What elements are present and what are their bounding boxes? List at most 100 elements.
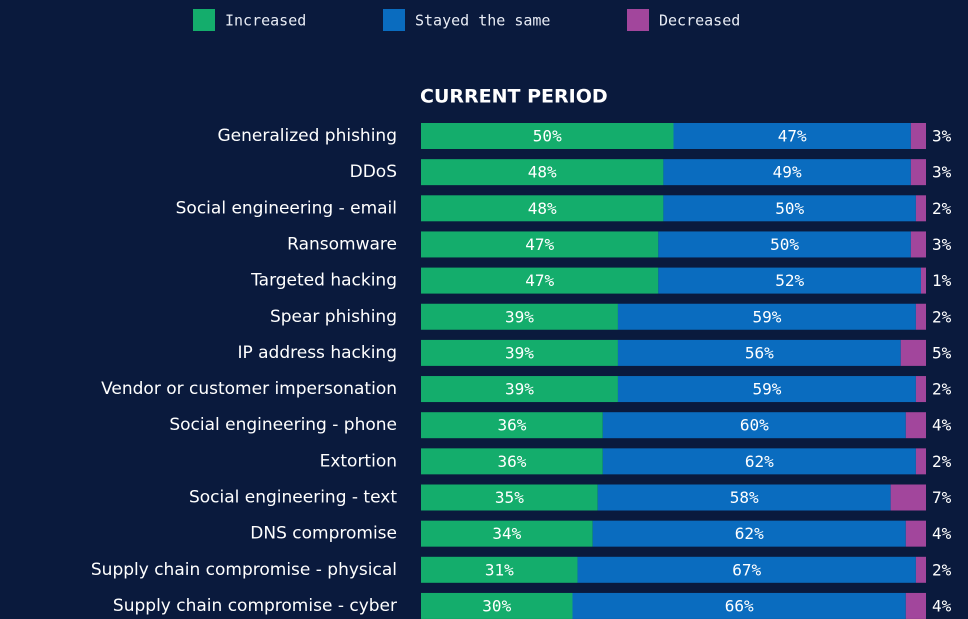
bar-segment: [421, 592, 573, 619]
value-label: 39%: [505, 343, 534, 362]
value-label: 5%: [932, 343, 952, 362]
category-label: DDoS: [350, 162, 397, 182]
bar-segment: [421, 484, 598, 511]
bar-segment: [421, 556, 578, 583]
value-label: 2%: [932, 380, 952, 399]
category-label: Supply chain compromise - cyber: [113, 596, 397, 616]
bar-segment: [663, 159, 911, 186]
value-label: 49%: [773, 163, 802, 182]
bar-segment: [421, 412, 603, 439]
bar-segment: [905, 520, 926, 547]
bar-segment: [910, 123, 926, 149]
value-label: 39%: [505, 380, 534, 399]
category-label: Extortion: [320, 451, 397, 471]
value-label: 62%: [745, 452, 774, 471]
value-label: 52%: [775, 271, 804, 290]
bar-segment: [900, 339, 926, 366]
value-label: 36%: [497, 416, 526, 435]
category-label: Supply chain compromise - physical: [91, 560, 397, 580]
value-label: 3%: [932, 163, 952, 182]
value-label: 3%: [932, 127, 952, 146]
value-label: 66%: [725, 596, 754, 615]
legend-label: Decreased: [659, 12, 740, 30]
value-label: 2%: [932, 199, 952, 218]
value-label: 35%: [495, 488, 524, 507]
category-label: Spear phishing: [270, 307, 397, 327]
bar-segment: [421, 159, 664, 186]
bar-segment: [421, 520, 593, 547]
value-label: 47%: [525, 235, 554, 254]
value-label: 34%: [492, 524, 521, 543]
bar-segment: [910, 231, 926, 258]
legend-swatch: [627, 9, 649, 31]
value-label: 48%: [528, 199, 557, 218]
bar-segment: [592, 520, 906, 547]
value-label: 67%: [732, 560, 761, 579]
legend-label: Stayed the same: [415, 12, 550, 30]
category-label: Social engineering - text: [189, 488, 397, 508]
value-label: 59%: [752, 307, 781, 326]
bar-segment: [915, 303, 926, 330]
value-label: 1%: [932, 271, 952, 290]
value-label: 3%: [932, 235, 952, 254]
legend-label: Increased: [225, 12, 306, 30]
category-label: Social engineering - phone: [169, 415, 397, 435]
value-label: 60%: [740, 416, 769, 435]
bar-segment: [905, 412, 926, 439]
bar-segment: [577, 556, 916, 583]
value-label: 47%: [525, 271, 554, 290]
value-label: 50%: [775, 199, 804, 218]
legend-swatch: [383, 9, 405, 31]
bar-segment: [421, 267, 659, 294]
bar-segment: [915, 556, 926, 583]
category-label: IP address hacking: [237, 343, 397, 363]
value-label: 30%: [482, 596, 511, 615]
value-label: 47%: [778, 127, 807, 146]
value-label: 39%: [505, 307, 534, 326]
value-label: 4%: [932, 416, 952, 435]
bar-segment: [920, 267, 926, 294]
bar-segment: [890, 484, 926, 511]
bar-segment: [421, 195, 664, 222]
value-label: 48%: [528, 163, 557, 182]
category-label: Social engineering - email: [176, 198, 397, 218]
bar-segment: [421, 231, 659, 258]
value-label: 50%: [770, 235, 799, 254]
legend-swatch: [193, 9, 215, 31]
bar-segment: [421, 376, 618, 403]
bar-segment: [915, 376, 926, 403]
bar-segment: [658, 267, 921, 294]
value-label: 58%: [730, 488, 759, 507]
category-label: Vendor or customer impersonation: [101, 379, 397, 399]
value-label: 2%: [932, 307, 952, 326]
value-label: 50%: [533, 127, 562, 146]
value-label: 56%: [745, 343, 774, 362]
bar-segment: [597, 484, 891, 511]
bar-segment: [602, 412, 906, 439]
category-label: DNS compromise: [250, 524, 397, 544]
bar-segment: [915, 195, 926, 222]
category-label: Targeted hacking: [250, 271, 397, 291]
bar-segment: [421, 448, 603, 475]
bar-segment: [572, 592, 906, 619]
value-label: 7%: [932, 488, 952, 507]
bar-segment: [910, 159, 926, 186]
bar-segment: [602, 448, 916, 475]
bar-segment: [673, 123, 911, 149]
bar-segment: [421, 123, 674, 149]
value-label: 36%: [497, 452, 526, 471]
chart-title: CURRENT PERIOD: [420, 86, 608, 108]
bar-segment: [617, 339, 901, 366]
value-label: 2%: [932, 452, 952, 471]
category-label: Ransomware: [287, 234, 397, 254]
value-label: 4%: [932, 596, 952, 615]
bar-segment: [421, 303, 618, 330]
bar-segment: [617, 303, 916, 330]
category-label: Generalized phishing: [217, 126, 397, 146]
bar-segment: [617, 376, 916, 403]
bar-segment: [915, 448, 926, 475]
bar-segment: [905, 592, 926, 619]
value-label: 2%: [932, 560, 952, 579]
value-label: 62%: [735, 524, 764, 543]
bar-segment: [421, 339, 618, 366]
